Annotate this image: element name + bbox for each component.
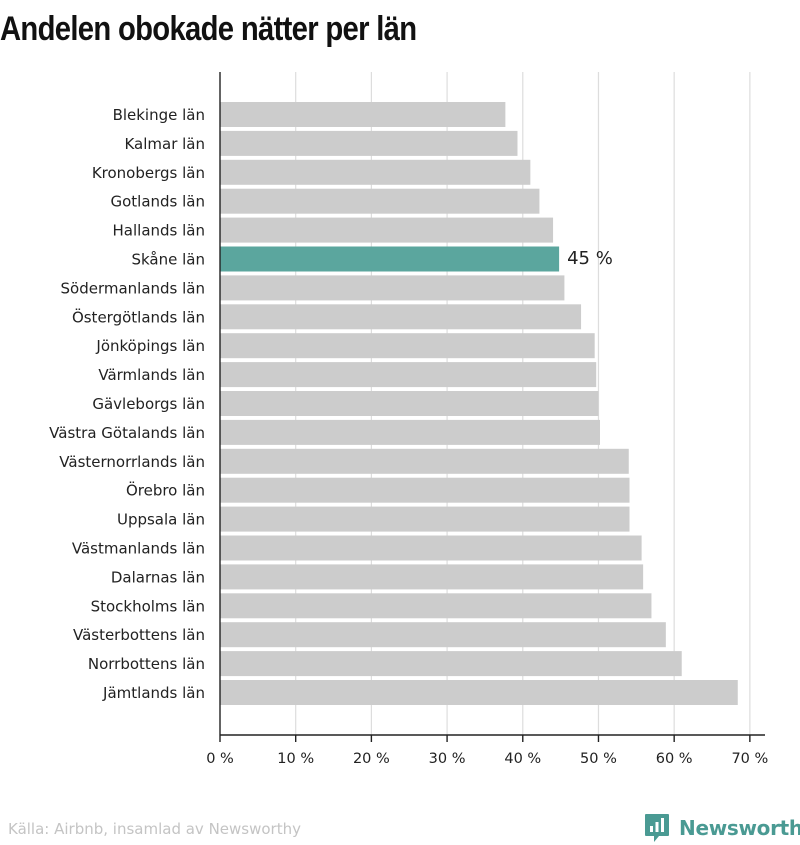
- x-tick-label: 50 %: [580, 751, 617, 767]
- category-label: Gävleborgs län: [92, 395, 205, 413]
- category-label: Dalarnas län: [111, 568, 205, 586]
- x-tick-label: 20 %: [353, 751, 390, 767]
- data-label: 45 %: [567, 248, 613, 269]
- x-tick-label: 40 %: [504, 751, 541, 767]
- bar: [220, 506, 630, 532]
- bar-highlight: [220, 246, 560, 272]
- bar: [220, 130, 518, 156]
- category-label: Gotlands län: [110, 193, 205, 211]
- bar: [220, 593, 652, 619]
- category-label: Västernorrlands län: [59, 453, 205, 471]
- category-label: Kalmar län: [124, 135, 205, 153]
- category-label: Kronobergs län: [92, 164, 205, 182]
- category-label: Norrbottens län: [88, 655, 205, 673]
- bar: [220, 419, 600, 445]
- x-tick-label: 0 %: [206, 751, 234, 767]
- category-label: Stockholms län: [91, 597, 205, 615]
- bar: [220, 535, 642, 561]
- category-label: Värmlands län: [98, 366, 205, 384]
- bar: [220, 477, 630, 503]
- x-tick-label: 60 %: [656, 751, 693, 767]
- bar: [220, 217, 554, 243]
- category-label: Västra Götalands län: [49, 424, 205, 442]
- bar: [220, 333, 595, 359]
- bar: [220, 159, 531, 185]
- category-label: Uppsala län: [117, 511, 205, 529]
- source-note: Källa: Airbnb, insamlad av Newsworthy: [8, 820, 301, 838]
- bar: [220, 680, 738, 705]
- newsworthy-logo-icon: [645, 814, 669, 842]
- bar: [220, 622, 666, 648]
- category-label: Östergötlands län: [72, 307, 205, 326]
- bar: [220, 448, 629, 474]
- category-label: Örebro län: [126, 481, 205, 500]
- category-label: Skåne län: [131, 251, 205, 269]
- x-tick-label: 10 %: [277, 751, 314, 767]
- bar: [220, 564, 644, 590]
- category-label: Hallands län: [113, 222, 205, 240]
- bar: [220, 188, 540, 214]
- bar: [220, 304, 582, 330]
- bar: [220, 391, 599, 416]
- bar: [220, 651, 682, 677]
- chart-title: Andelen obokade nätter per län: [0, 10, 417, 48]
- category-label: Blekinge län: [113, 106, 205, 124]
- brand-logo: Newsworthy: [644, 813, 800, 843]
- bar: [220, 362, 597, 388]
- category-label: Västerbottens län: [73, 626, 205, 644]
- brand-name: Newsworthy: [679, 816, 800, 840]
- x-tick-label: 30 %: [429, 751, 466, 767]
- category-label: Jönköpings län: [95, 337, 205, 355]
- category-label: Södermanlands län: [61, 279, 206, 297]
- bar: [220, 102, 506, 127]
- category-label: Västmanlands län: [72, 540, 205, 558]
- x-tick-label: 70 %: [731, 751, 768, 767]
- category-label: Jämtlands län: [102, 684, 205, 702]
- bar: [220, 275, 565, 301]
